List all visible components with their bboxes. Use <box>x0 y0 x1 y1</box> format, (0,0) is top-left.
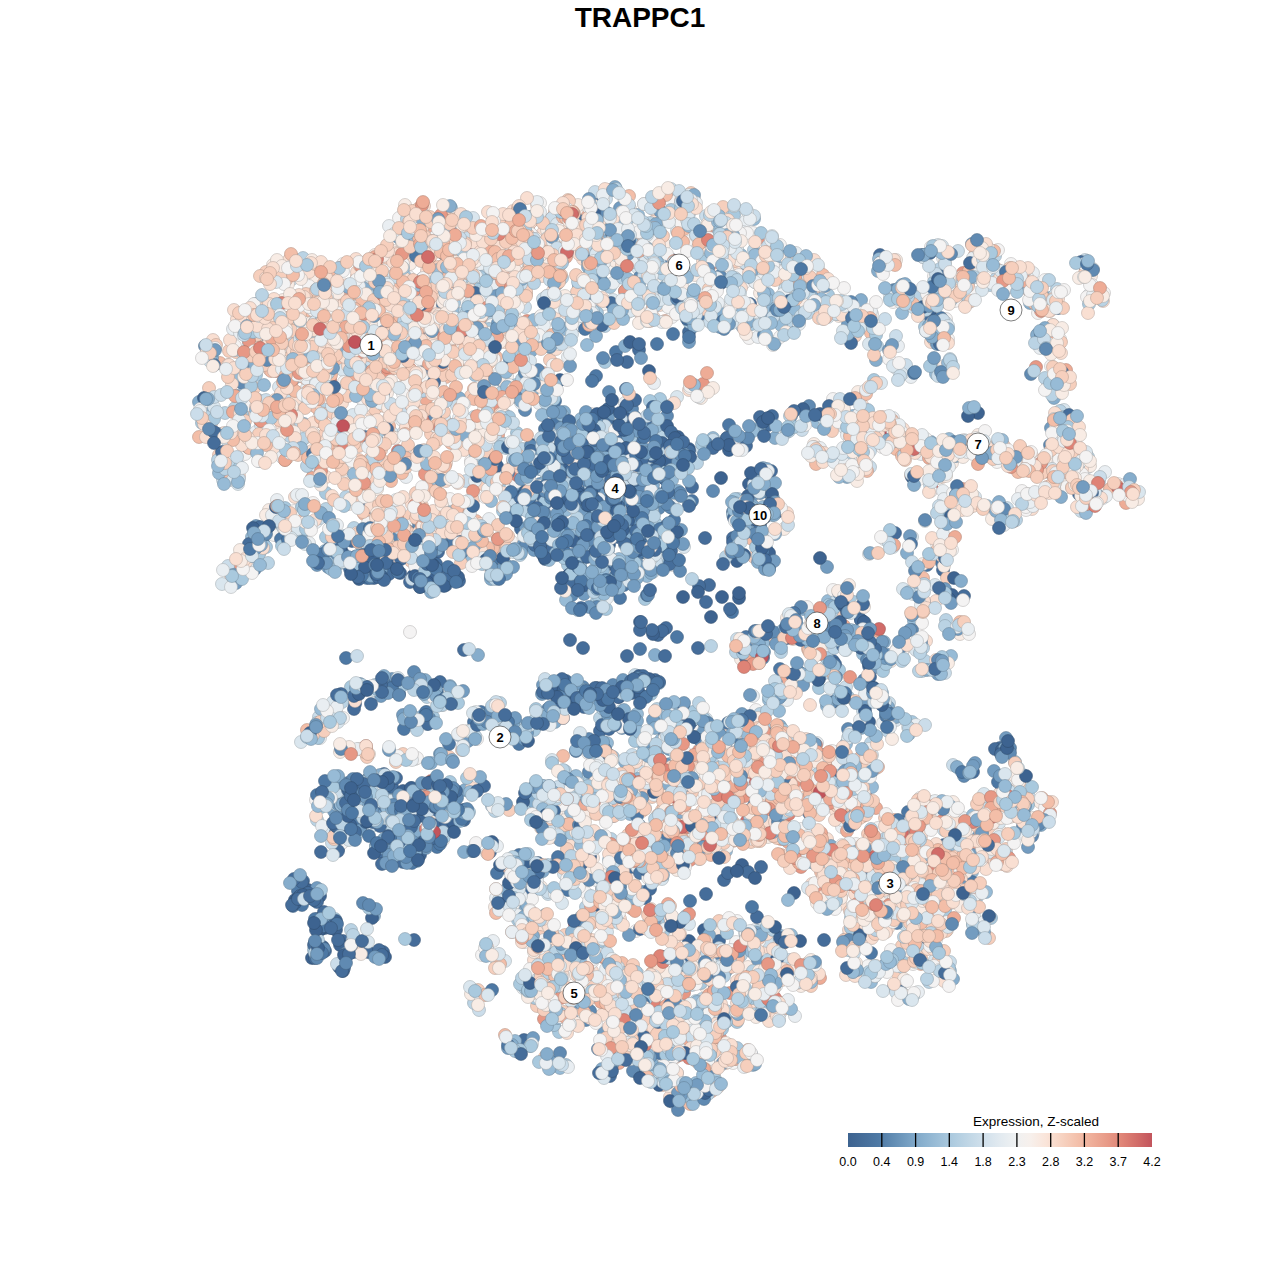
svg-text:1.8: 1.8 <box>974 1155 991 1169</box>
svg-text:2.8: 2.8 <box>1042 1155 1059 1169</box>
svg-text:TRAPPC1: TRAPPC1 <box>575 2 706 33</box>
svg-text:1: 1 <box>367 338 374 353</box>
svg-text:5: 5 <box>570 986 577 1001</box>
svg-text:7: 7 <box>974 437 981 452</box>
svg-text:3.7: 3.7 <box>1110 1155 1127 1169</box>
svg-text:10: 10 <box>753 508 767 523</box>
svg-text:2: 2 <box>496 730 503 745</box>
svg-text:4.2: 4.2 <box>1143 1155 1160 1169</box>
svg-text:1.4: 1.4 <box>941 1155 958 1169</box>
svg-text:0.0: 0.0 <box>839 1155 856 1169</box>
svg-text:0.4: 0.4 <box>873 1155 890 1169</box>
svg-text:8: 8 <box>813 616 820 631</box>
svg-text:4: 4 <box>611 481 619 496</box>
svg-text:0.9: 0.9 <box>907 1155 924 1169</box>
svg-text:6: 6 <box>675 258 682 273</box>
svg-text:9: 9 <box>1007 303 1014 318</box>
svg-text:3: 3 <box>886 876 893 891</box>
svg-text:3.2: 3.2 <box>1076 1155 1093 1169</box>
svg-text:2.3: 2.3 <box>1008 1155 1025 1169</box>
svg-text:Expression, Z-scaled: Expression, Z-scaled <box>973 1114 1099 1129</box>
